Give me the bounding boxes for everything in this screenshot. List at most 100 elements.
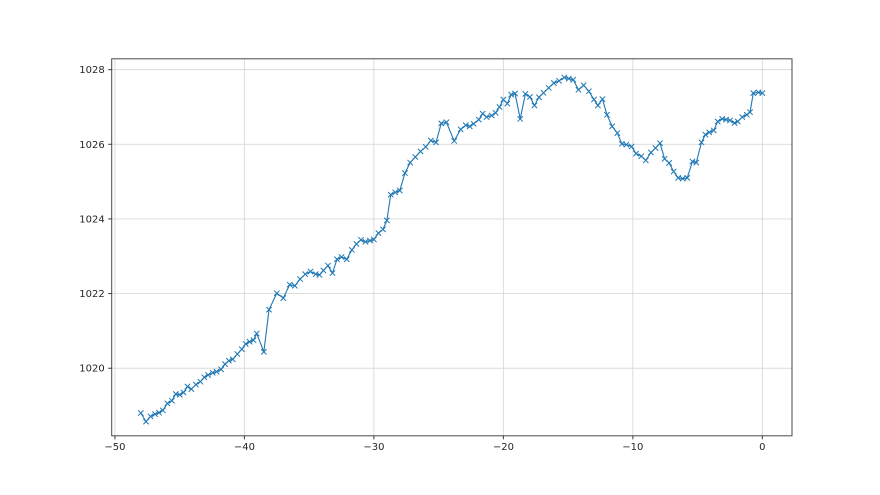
data-point-marker [188,386,195,393]
data-point-marker [679,175,686,182]
data-point-marker [137,410,144,416]
data-point-marker [180,389,187,396]
x-tick-label: −20 [493,442,514,453]
data-point-marker [623,141,630,148]
data-series [137,74,766,425]
data-point-marker [759,90,766,97]
data-point-marker [213,368,220,375]
data-point-marker [273,290,280,297]
data-point-marker [483,114,490,120]
data-point-marker [604,111,610,118]
data-point-marker [517,116,524,122]
data-point-marker [675,174,682,181]
data-point-marker [504,100,511,107]
data-point-marker [618,141,625,147]
data-point-marker [242,341,249,347]
data-point-marker [329,270,336,276]
data-point-marker [164,400,171,407]
x-tick-label: −30 [363,442,384,453]
data-point-marker [412,154,419,160]
data-point-marker [561,74,568,81]
data-point-marker [698,139,705,146]
data-point-marker [580,82,587,89]
data-point-marker [734,118,741,125]
data-point-marker [550,80,557,86]
data-point-marker [496,104,503,110]
data-point-marker [648,149,654,156]
data-point-marker [402,170,408,176]
data-point-marker [218,366,225,373]
data-point-marker [320,267,327,274]
y-tick-label: 1028 [79,65,104,76]
data-point-marker [536,94,542,101]
data-point-marker [585,88,592,95]
y-tick-label: 1026 [79,140,104,151]
data-point-marker [433,139,439,146]
data-point-marker [739,114,746,120]
data-point-marker [246,338,253,345]
data-point-marker [253,330,260,337]
data-point-marker [238,346,245,353]
data-point-marker [176,391,183,398]
y-tick-label: 1024 [79,214,104,225]
data-point-marker [362,238,369,245]
data-point-marker [260,348,267,355]
data-point-marker [266,306,272,313]
data-point-marker [747,109,753,116]
y-tick-label: 1020 [79,364,104,375]
data-point-marker [595,102,601,109]
data-point-marker [192,381,199,388]
x-tick-label: −10 [622,442,643,453]
data-point-marker [201,374,208,381]
data-point-marker [670,168,677,175]
data-point-marker [156,409,162,416]
data-point-marker [338,254,345,260]
data-line [140,76,763,423]
data-point-marker [387,191,394,198]
data-point-marker [407,159,414,166]
x-tick-label: 0 [759,442,765,453]
data-point-marker [152,411,158,418]
data-point-marker [628,143,635,150]
data-point-marker [609,123,616,130]
data-point-marker [143,418,149,425]
data-point-marker [570,76,577,83]
data-point-marker [661,155,668,162]
data-point-marker [466,123,473,130]
data-point-marker [693,159,700,166]
data-point-marker [591,96,597,103]
data-point-marker [427,137,434,144]
data-point-marker [169,397,175,404]
y-tick-label: 1022 [79,289,104,300]
plot-border [111,58,793,437]
data-point-marker [540,89,547,96]
data-point-marker [348,247,355,253]
data-point-marker [286,281,293,288]
data-point-marker [512,90,518,97]
data-point-marker [443,119,450,126]
data-point-marker [556,77,562,84]
data-point-marker [710,127,717,134]
data-point-marker [565,75,572,82]
data-point-marker [225,357,232,364]
data-point-marker [250,337,257,344]
data-point-marker [727,117,733,124]
data-point-marker [234,351,241,357]
data-point-marker [375,230,382,237]
grid-lines [111,58,792,436]
data-point-marker [184,383,191,390]
data-point-marker [702,131,709,138]
data-point-marker [575,86,582,93]
tick-labels: −50 −40 −30 −20 −10 0 1020 1022 1024 1026 1028 [79,65,765,453]
data-point-marker [417,148,424,155]
data-point-marker [159,407,166,414]
data-point-marker [545,85,552,91]
data-point-marker [638,153,645,160]
data-point-marker [731,120,738,126]
data-point-marker [451,138,458,144]
data-point-marker [396,187,403,194]
data-point-marker [633,150,639,157]
data-point-marker [492,110,499,116]
data-point-marker [642,157,649,164]
